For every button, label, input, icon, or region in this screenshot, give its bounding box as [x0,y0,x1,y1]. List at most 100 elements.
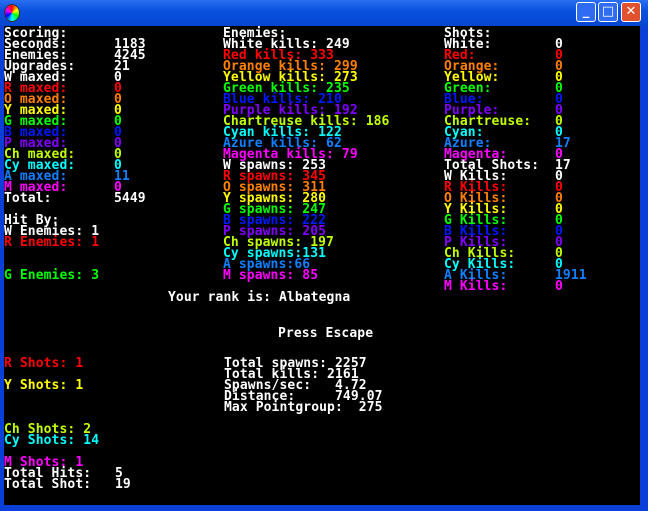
enemies-line: Magenta kills: 79 [223,148,358,161]
shots-hit-line: Ch Shots: 2 [4,422,91,437]
shots-label: Cyan: [444,125,484,140]
shots-value: 0 [555,180,563,195]
scoring-label: A maxed: [4,169,68,184]
scoring-line: W maxed: 0 [4,71,122,84]
hit-by-value: 1 [91,224,100,239]
scoring-label: P maxed: [4,136,68,151]
enemies-value: 186 [365,114,390,129]
scoring-label: B maxed: [4,125,68,140]
rank-text: Your rank is: Albategna [168,290,351,305]
shots-value: 17 [555,158,571,173]
totals-value: 749.07 [334,389,383,404]
scoring-value: 0 [114,136,122,151]
shots-line: P Kills: 0 [444,235,563,250]
hit-by-line: G Enemies: 3 [4,268,100,283]
hit-by-line: W Enemies: 1 [4,224,100,239]
shots-line: Orange: 0 [444,60,563,73]
shots-label: R Kills: [444,180,508,195]
enemies-label: M spawns: [223,268,303,283]
enemies-line: Chartreuse kills: 186 [223,114,390,129]
enemies-value: 311 [302,180,327,195]
scoring-label: Ch maxed: [4,147,76,162]
hit-by-value: 3 [91,268,100,283]
shots-hit-line: R Shots: 1 [4,356,84,371]
scoring-line: Y maxed: 0 [4,104,122,117]
scoring-value: 11 [114,169,130,184]
shots-value: 0 [555,92,563,107]
close-button[interactable]: ✕ [621,2,641,22]
stats-screen: Your rank is: Albategna Press Escape Sco… [4,26,640,505]
shots-line: Blue: 0 [444,93,563,106]
scoring-line: M maxed: 0 [4,180,122,195]
shots-hit-line: Cy Shots: 14 [4,433,100,448]
shots-value: 0 [555,147,563,162]
shots-label: Y Kills: [444,202,508,217]
minimize-button[interactable]: _ [576,2,596,22]
totals-line: Total spawns: 2257 [224,356,367,371]
shots-label: P Kills: [444,235,508,250]
app-icon[interactable] [4,4,20,22]
shots-line: Magenta: 0 [444,148,563,161]
shots-line: B Kills: 0 [444,225,563,238]
enemies-label: Ch spawns: [223,235,311,250]
enemies-label: O spawns: [223,180,303,195]
scoring-value: 0 [114,147,122,162]
shots-hit-value: 1 [75,356,84,371]
scoring-label: M maxed: [4,180,68,195]
maximize-button[interactable]: □ [598,2,618,22]
scoring-line: B maxed: 0 [4,125,122,140]
shots-hit-line: Total Hits: 5 [4,467,123,480]
shots-label: W Kills: [444,169,508,184]
hit-by-label: Hit By: [4,213,60,228]
shots-hit-line: Y Shots: 1 [4,379,83,392]
scoring-line: O maxed: 0 [4,93,122,106]
totals-value: 2257 [334,356,367,371]
scoring-value: 0 [114,114,122,129]
enemies-line: G spawns: 247 [223,202,326,217]
title-bar[interactable]: _ □ ✕ [0,0,648,26]
shots-line: Cyan: 0 [444,125,563,140]
shots-line: R Kills: 0 [444,180,563,195]
shots-hit-value: 14 [83,433,100,448]
scoring-label: Enemies: [4,48,68,63]
shots-value: 0 [555,103,563,118]
shots-value: 0 [555,81,563,96]
shots-hit-line: Total Shot: 19 [4,478,131,491]
shots-label: M Kills: [444,279,508,294]
enemies-label: Azure kills: [223,136,327,151]
shots-line: G Kills: 0 [444,213,563,228]
shots-value: 17 [555,136,571,151]
scoring-label: Total: [4,191,52,206]
shots-line: Yellow: 0 [444,71,563,84]
enemies-line: Orange kills: 299 [223,60,358,73]
shots-line: White: 0 [444,37,563,52]
enemies-line: Azure kills: 62 [223,136,342,151]
shots-hit-label: Ch Shots: [4,422,84,437]
hit-by-label: W Enemies: [4,224,92,239]
enemies-line: O spawns: 311 [223,180,327,195]
scoring-label: Scoring: [4,26,68,41]
scoring-value: 0 [114,70,122,85]
shots-line: Azure: 17 [444,137,571,150]
totals-value: 2161 [327,367,359,382]
shots-label: Purple: [444,103,500,118]
scoring-value: 4245 [114,48,146,63]
enemies-label: Purple kills: [223,103,334,118]
enemies-label: Cyan kills: [223,125,319,140]
shots-label: G Kills: [444,213,508,228]
scoring-line: Ch maxed: 0 [4,147,122,162]
shots-label: White: [444,37,492,52]
scoring-line: Scoring: [4,26,68,41]
scoring-line: Upgrades: 21 [4,60,130,73]
enemies-value: 253 [302,158,327,173]
shots-value: 0 [555,169,563,184]
shots-hit-value: 1 [75,455,84,470]
scoring-label: Seconds: [4,37,68,52]
enemies-value: 192 [333,103,358,118]
scoring-label: G maxed: [4,114,68,129]
totals-value: 275 [358,400,383,415]
shots-label: Red: [444,48,476,63]
enemies-label: G spawns: [223,202,303,217]
shots-label: O Kills: [444,191,508,206]
enemies-value: 62 [326,136,342,151]
